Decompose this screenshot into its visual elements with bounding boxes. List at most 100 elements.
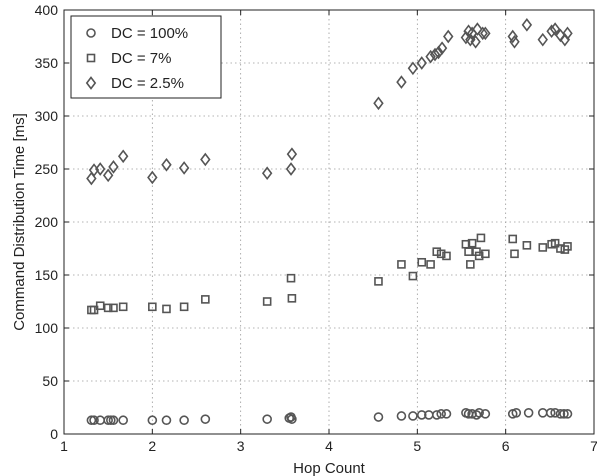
square-point — [481, 249, 490, 259]
y-tick-label: 400 — [35, 2, 59, 18]
y-tick-label: 150 — [35, 267, 59, 283]
circle-point — [108, 415, 119, 426]
circle-point — [179, 415, 189, 426]
square-point — [510, 249, 519, 259]
y-tick-label: 250 — [35, 161, 59, 177]
square-point — [103, 303, 113, 313]
circle-point — [147, 415, 158, 426]
square-point — [179, 302, 189, 312]
diamond-point — [373, 96, 384, 111]
x-tick-label: 3 — [237, 438, 245, 454]
diamond-point — [549, 22, 561, 36]
square-point — [397, 260, 406, 269]
series-square — [87, 233, 572, 315]
circle-point — [118, 415, 128, 426]
circle-point — [471, 410, 482, 420]
diamond-point — [521, 18, 533, 32]
axis-ticks: 1 2 3 4 5 6 7 0 50 100 150 200 250 300 350 400 — [35, 2, 597, 454]
x-tick-label: 2 — [148, 438, 156, 454]
square-point — [426, 260, 435, 269]
legend-item: DC = 7% — [86, 50, 171, 67]
legend-label: DC = 100% — [111, 25, 188, 42]
square-point — [550, 238, 560, 248]
square-point — [464, 247, 473, 256]
diamond-point — [429, 47, 441, 62]
diamond-point — [86, 171, 97, 186]
square-point — [408, 271, 418, 281]
x-tick-label: 6 — [502, 438, 510, 454]
x-tick-label: 5 — [413, 438, 421, 454]
diamond-point — [472, 22, 483, 36]
legend: DC = 100% DC = 7% DC = 2.5% — [70, 15, 222, 99]
square-point — [201, 295, 210, 304]
diamond-point — [102, 168, 114, 183]
diamond-point — [285, 162, 297, 176]
circle-point — [474, 407, 484, 418]
y-tick-label: 300 — [35, 108, 59, 124]
grid-lines — [64, 10, 594, 434]
circle-point — [431, 410, 442, 420]
circle-point — [550, 407, 560, 418]
square-point — [442, 251, 451, 261]
diamond-point — [480, 26, 491, 41]
diamond-point — [433, 45, 444, 60]
diamond-point — [443, 29, 454, 44]
x-tick-label: 1 — [60, 438, 68, 454]
legend-label: DC = 2.5% — [111, 75, 184, 92]
diamond-point — [507, 29, 518, 44]
diamond-point — [95, 162, 106, 176]
square-point — [522, 241, 532, 250]
x-axis-label: Hop Count — [293, 460, 366, 476]
circle-point — [441, 409, 452, 419]
diamond-point — [161, 157, 172, 172]
circle-point — [537, 407, 548, 418]
square-point — [374, 277, 383, 286]
diamond-point — [286, 147, 298, 161]
y-tick-label: 100 — [35, 320, 59, 336]
circle-point — [467, 409, 477, 419]
series-diamond — [86, 18, 573, 186]
circle-point — [416, 410, 427, 420]
legend-square-icon — [86, 53, 96, 63]
legend-circle-icon — [86, 28, 96, 38]
diamond-point — [178, 161, 190, 175]
square-point — [286, 273, 296, 283]
circle-point — [545, 407, 556, 418]
y-tick-label: 200 — [35, 214, 59, 230]
x-tick-label: 7 — [590, 438, 597, 454]
square-point — [417, 257, 427, 267]
series-circle — [86, 407, 573, 426]
square-point — [538, 243, 548, 252]
square-point — [467, 238, 477, 248]
x-tick-label: 4 — [325, 438, 333, 454]
diamond-point — [477, 26, 488, 41]
diamond-point — [470, 34, 481, 49]
circle-point — [408, 411, 418, 421]
circle-point — [200, 414, 211, 424]
legend-item: DC = 2.5% — [85, 75, 184, 92]
circle-point — [396, 411, 407, 421]
square-point — [109, 303, 118, 313]
circle-point — [559, 409, 569, 419]
y-tick-label: 0 — [50, 426, 58, 442]
square-point — [466, 260, 475, 269]
circle-point — [373, 412, 384, 422]
diamond-point — [416, 56, 427, 70]
legend-diamond-icon — [85, 76, 97, 90]
diamond-point — [407, 61, 419, 76]
legend-item: DC = 100% — [86, 25, 188, 42]
y-tick-label: 350 — [35, 55, 59, 71]
square-point — [508, 234, 518, 244]
square-point — [476, 233, 486, 243]
square-point — [118, 302, 128, 312]
y-axis-label: Command Distribution Time [ms] — [11, 113, 28, 331]
square-point — [162, 304, 171, 314]
square-point — [95, 301, 105, 311]
circle-point — [287, 414, 297, 424]
legend-label: DC = 7% — [111, 50, 171, 67]
diamond-point — [436, 41, 448, 55]
circle-point — [511, 407, 522, 418]
square-point — [262, 297, 272, 306]
diamond-point — [425, 49, 436, 64]
diamond-point — [509, 34, 520, 49]
